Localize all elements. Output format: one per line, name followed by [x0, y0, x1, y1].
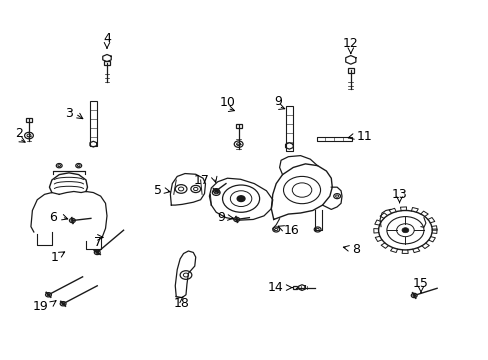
Text: 7: 7: [94, 236, 102, 249]
Text: 17: 17: [193, 174, 209, 186]
Text: 14: 14: [267, 281, 283, 294]
Text: 16: 16: [283, 224, 299, 237]
Text: 1: 1: [50, 251, 58, 264]
Text: 10: 10: [219, 96, 235, 109]
Text: 4: 4: [103, 32, 111, 45]
Bar: [285, 107, 292, 151]
Text: 9: 9: [217, 211, 224, 224]
Bar: [316, 136, 351, 141]
Text: 15: 15: [412, 278, 428, 291]
Text: 18: 18: [173, 297, 189, 310]
Bar: [347, 68, 353, 73]
Bar: [292, 286, 296, 289]
Text: 19: 19: [33, 300, 48, 313]
Bar: [90, 101, 97, 146]
Text: 3: 3: [65, 107, 73, 120]
Text: 8: 8: [351, 243, 359, 256]
Text: 12: 12: [342, 37, 358, 50]
Circle shape: [237, 196, 244, 202]
Text: 11: 11: [356, 130, 372, 144]
Bar: [104, 61, 110, 66]
Text: 13: 13: [391, 188, 407, 201]
Text: 6: 6: [49, 211, 57, 224]
Text: 2: 2: [15, 127, 23, 140]
Text: 5: 5: [153, 184, 161, 197]
Bar: [26, 118, 32, 122]
Circle shape: [401, 228, 408, 233]
Text: 9: 9: [274, 95, 282, 108]
Bar: [235, 124, 241, 128]
